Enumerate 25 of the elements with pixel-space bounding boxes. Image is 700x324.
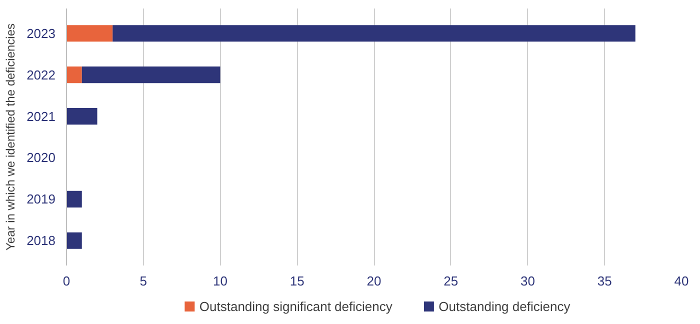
legend-label: Outstanding deficiency [438,299,571,314]
y-tick-label: 2022 [26,67,56,82]
y-tick-label: 2023 [26,26,56,41]
legend-label: Outstanding significant deficiency [199,299,393,314]
bar [66,232,82,249]
x-tick-label: 15 [290,274,304,288]
x-tick-label: 20 [366,274,382,288]
x-tick-label: 40 [674,274,689,288]
bar [66,190,82,208]
x-tick-label: 5 [140,274,147,288]
x-tick-label: 30 [520,274,535,288]
y-tick-label: 2020 [26,150,56,166]
y-tick-label: 2021 [26,108,56,124]
y-axis-title: Year in which we identified the deficiencies [4,23,18,251]
y-tick-label: 2019 [26,192,56,207]
y-tick-label: 2018 [26,233,56,248]
bar [66,108,98,125]
bar [112,25,636,42]
bar [66,25,113,42]
x-tick-label: 35 [597,274,612,288]
x-tick-label: 0 [62,274,70,288]
x-tick-label: 25 [444,274,458,288]
bar [82,66,220,84]
bar [66,66,82,84]
x-tick-label: 10 [213,274,228,288]
